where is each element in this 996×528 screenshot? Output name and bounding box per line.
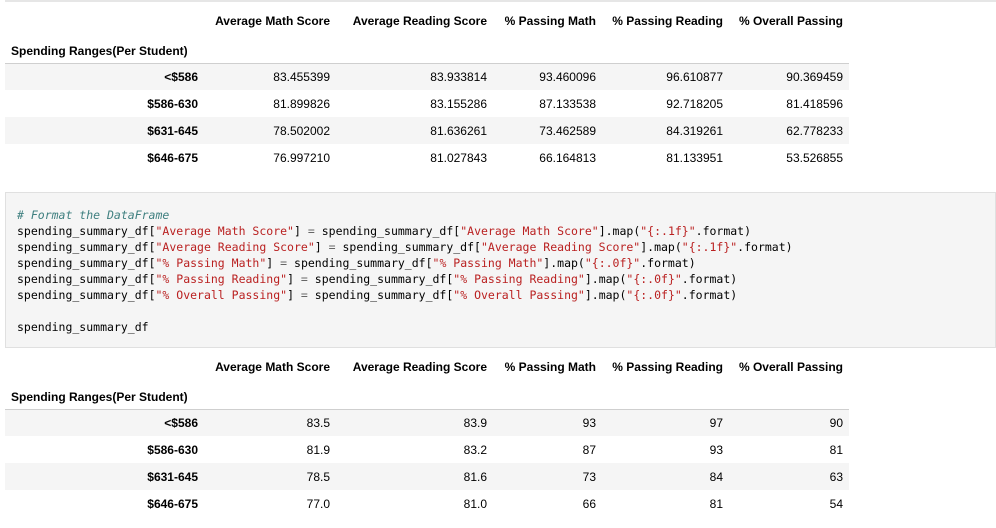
corner-cell bbox=[5, 348, 204, 385]
row-label: $631-645 bbox=[147, 469, 198, 484]
table-cell: 78.502002 bbox=[273, 123, 330, 138]
table-row: <$586 83.5 83.9 93 97 90 bbox=[5, 409, 849, 436]
table-cell: 81.899826 bbox=[273, 96, 330, 111]
column-header-row: Average Math Score Average Reading Score… bbox=[5, 2, 849, 39]
code-line: spending_summary_df["% Passing Math"] = … bbox=[17, 256, 696, 270]
table-cell: 63 bbox=[829, 469, 843, 484]
column-header: % Passing Math bbox=[504, 13, 596, 28]
index-header-row: Spending Ranges(Per Student) bbox=[5, 385, 849, 410]
table-cell: 66 bbox=[582, 496, 596, 511]
column-header: Average Math Score bbox=[215, 13, 330, 28]
table-cell: 97 bbox=[709, 415, 723, 430]
table-cell: 78.5 bbox=[306, 469, 330, 484]
table-cell: 84.319261 bbox=[666, 123, 723, 138]
code-line: spending_summary_df["Average Reading Sco… bbox=[17, 240, 793, 254]
table-cell: 81.418596 bbox=[786, 96, 843, 111]
table-cell: 83.455399 bbox=[273, 69, 330, 84]
table-cell: 53.526855 bbox=[786, 150, 843, 165]
table-cell: 81 bbox=[709, 496, 723, 511]
row-label: $646-675 bbox=[147, 496, 198, 511]
table-row: $586-630 81.9 83.2 87 93 81 bbox=[5, 436, 849, 463]
column-header: Average Reading Score bbox=[352, 359, 487, 374]
column-header: % Passing Reading bbox=[612, 13, 723, 28]
code-line: spending_summary_df["% Overall Passing"]… bbox=[17, 288, 738, 302]
column-header: % Passing Reading bbox=[612, 359, 723, 374]
table-cell: 77.0 bbox=[306, 496, 330, 511]
row-label: $586-630 bbox=[147, 442, 198, 457]
table-row: <$586 83.455399 83.933814 93.460096 96.6… bbox=[5, 63, 849, 90]
row-label: $586-630 bbox=[147, 96, 198, 111]
row-label: $631-645 bbox=[147, 123, 198, 138]
table-cell: 62.778233 bbox=[786, 123, 843, 138]
table-cell: 87.133538 bbox=[539, 96, 596, 111]
table-cell: 92.718205 bbox=[666, 96, 723, 111]
index-name: Spending Ranges(Per Student) bbox=[5, 39, 204, 64]
table-cell: 83.5 bbox=[306, 415, 330, 430]
column-header: % Overall Passing bbox=[738, 359, 843, 374]
column-header: % Overall Passing bbox=[738, 13, 843, 28]
table-cell: 96.610877 bbox=[666, 69, 723, 84]
index-header-row: Spending Ranges(Per Student) bbox=[5, 39, 849, 64]
table-cell: 81.6 bbox=[463, 469, 487, 484]
row-label: <$586 bbox=[164, 415, 198, 430]
table-cell: 81.133951 bbox=[666, 150, 723, 165]
code-line: spending_summary_df["Average Math Score"… bbox=[17, 224, 752, 238]
column-header: Average Math Score bbox=[215, 359, 330, 374]
code-comment: # Format the DataFrame bbox=[17, 208, 170, 222]
table-cell: 76.997210 bbox=[273, 150, 330, 165]
column-header-row: Average Math Score Average Reading Score… bbox=[5, 348, 849, 385]
table-cell: 81.027843 bbox=[430, 150, 487, 165]
table-cell: 81.636261 bbox=[430, 123, 487, 138]
table-cell: 83.2 bbox=[463, 442, 487, 457]
column-header: Average Reading Score bbox=[352, 13, 487, 28]
code-cell-input[interactable]: # Format the DataFrame spending_summary_… bbox=[5, 192, 996, 348]
row-label: $646-675 bbox=[147, 150, 198, 165]
code-line: spending_summary_df bbox=[17, 320, 149, 334]
table-cell: 84 bbox=[709, 469, 723, 484]
code-line: spending_summary_df["% Passing Reading"]… bbox=[17, 272, 738, 286]
table-cell: 81 bbox=[829, 442, 843, 457]
table-row: $646-675 76.997210 81.027843 66.164813 8… bbox=[5, 144, 849, 171]
dataframe-output-raw: Average Math Score Average Reading Score… bbox=[5, 2, 849, 171]
table-row: $631-645 78.5 81.6 73 84 63 bbox=[5, 463, 849, 490]
index-name: Spending Ranges(Per Student) bbox=[5, 385, 204, 410]
table-cell: 93 bbox=[582, 415, 596, 430]
table-cell: 81.0 bbox=[463, 496, 487, 511]
table-cell: 83.9 bbox=[463, 415, 487, 430]
table-cell: 90 bbox=[829, 415, 843, 430]
table-row: $646-675 77.0 81.0 66 81 54 bbox=[5, 490, 849, 517]
table-cell: 83.933814 bbox=[430, 69, 487, 84]
code-editor[interactable]: # Format the DataFrame spending_summary_… bbox=[17, 207, 793, 335]
table-cell: 73.462589 bbox=[539, 123, 596, 138]
table-cell: 83.155286 bbox=[430, 96, 487, 111]
corner-cell bbox=[5, 2, 204, 39]
table-row: $631-645 78.502002 81.636261 73.462589 8… bbox=[5, 117, 849, 144]
cell-divider bbox=[5, 0, 996, 2]
table-row: $586-630 81.899826 83.155286 87.133538 9… bbox=[5, 90, 849, 117]
table-cell: 93.460096 bbox=[539, 69, 596, 84]
row-label: <$586 bbox=[164, 69, 198, 84]
table-cell: 93 bbox=[709, 442, 723, 457]
table-cell: 66.164813 bbox=[539, 150, 596, 165]
table-cell: 81.9 bbox=[306, 442, 330, 457]
table-cell: 54 bbox=[829, 496, 843, 511]
column-header: % Passing Math bbox=[504, 359, 596, 374]
table-cell: 73 bbox=[582, 469, 596, 484]
table-cell: 90.369459 bbox=[786, 69, 843, 84]
dataframe-output-formatted: Average Math Score Average Reading Score… bbox=[5, 348, 849, 517]
table-cell: 87 bbox=[582, 442, 596, 457]
